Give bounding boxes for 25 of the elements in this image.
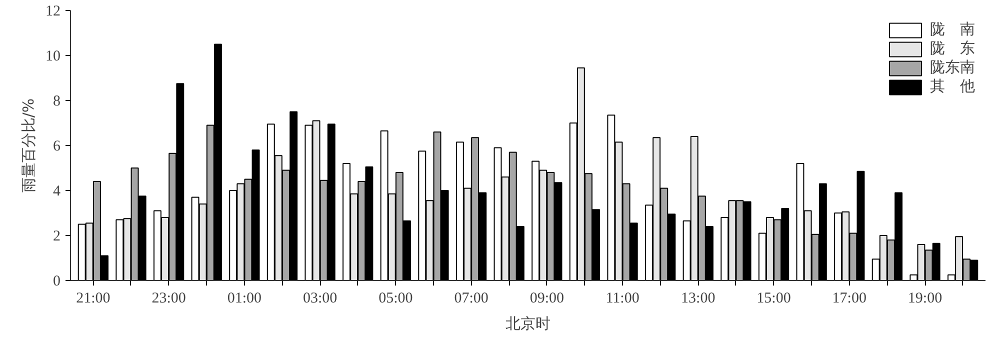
y-tick-label: 4 xyxy=(53,184,61,200)
y-tick-label: 0 xyxy=(53,274,60,290)
x-axis-title: 北京时 xyxy=(506,314,550,332)
x-tick-label: 19:00 xyxy=(908,290,942,306)
x-tick-label: 17:00 xyxy=(832,290,866,306)
x-tick-label: 09:00 xyxy=(530,290,564,306)
legend-label: 陇 东 xyxy=(930,39,975,58)
y-axis-title: 雨量百分比/% xyxy=(20,98,38,193)
y-tick-label: 12 xyxy=(46,4,60,20)
x-tick-label: 21:00 xyxy=(76,290,110,306)
x-tick-label: 23:00 xyxy=(152,290,186,306)
y-tick-label: 8 xyxy=(53,94,60,110)
x-tick-label: 01:00 xyxy=(227,290,262,306)
y-tick-label: 2 xyxy=(53,228,60,244)
x-tick-label: 11:00 xyxy=(606,290,640,306)
legend-label: 陇 南 xyxy=(930,20,975,39)
x-tick-label: 13:00 xyxy=(681,290,716,306)
y-tick-label: 10 xyxy=(46,48,60,64)
legend-label: 陇东南 xyxy=(930,58,975,77)
x-tick-label: 07:00 xyxy=(454,290,488,306)
legend-label: 其 他 xyxy=(930,77,975,96)
x-tick-label: 05:00 xyxy=(378,290,413,306)
x-tick-label: 15:00 xyxy=(756,290,791,306)
y-tick-label: 6 xyxy=(53,138,61,154)
x-tick-label: 03:00 xyxy=(302,290,338,306)
